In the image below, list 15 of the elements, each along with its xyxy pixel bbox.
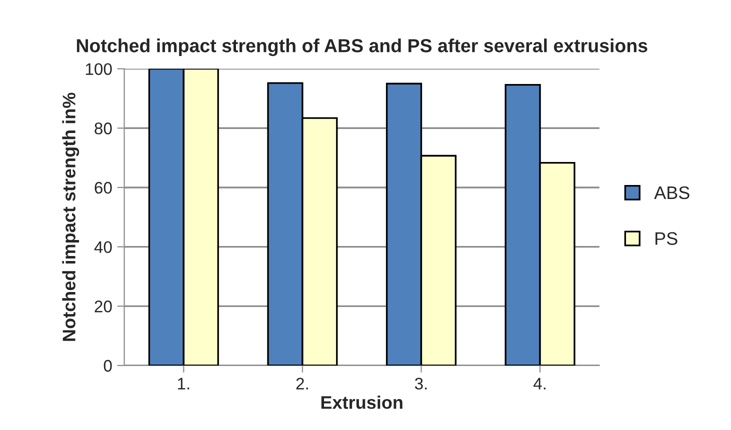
y-tick-label: 20 (94, 300, 112, 312)
x-axis-title: Extrusion (321, 396, 402, 409)
x-tick-label: 4. (533, 378, 546, 390)
legend-label: PS (656, 232, 678, 245)
y-tick-label: 100 (86, 63, 112, 76)
y-tick-label: 0 (104, 360, 112, 372)
y-tick-label: 40 (94, 241, 112, 254)
legend-label: ABS (654, 186, 690, 200)
y-tick-label: 60 (94, 182, 112, 194)
x-tick-label: 2. (296, 378, 308, 390)
x-tick-label: 1. (178, 378, 190, 390)
x-tick-label: 3. (414, 378, 427, 390)
chart-title: Notched impact strength of ABS and PS after several extrusions (76, 38, 648, 56)
y-tick-label: 80 (94, 122, 112, 134)
y-axis-title: Notched impact strength in% (62, 92, 80, 341)
